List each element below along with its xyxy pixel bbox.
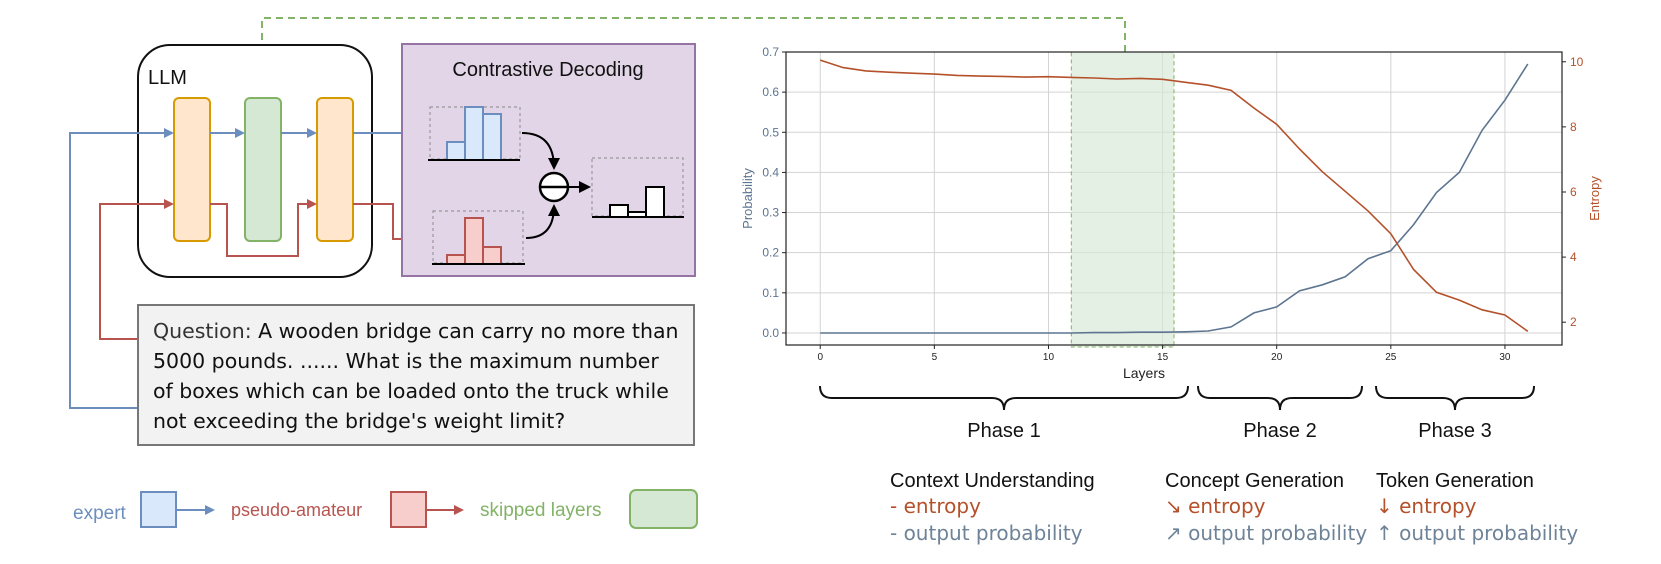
y-left-tick-label: 0.0	[762, 326, 779, 340]
x-tick-label: 20	[1271, 352, 1283, 363]
y-left-axis-label: Probability	[740, 168, 755, 229]
y-right-tick-label: 2	[1570, 315, 1577, 329]
amateur-bar	[482, 246, 502, 265]
x-tick-label: 25	[1385, 352, 1397, 363]
amateur-path-line	[99, 199, 174, 340]
plot-frame	[785, 51, 1563, 346]
phase-label: Phase 1	[967, 420, 1040, 442]
layer-analysis-chart: 0 5 10 15 20 25 30 0.0 0.1 0.2 0.3 0.4 0.5 0.6 0.7 2 4 6 8…	[740, 45, 1602, 545]
phase-title: Token Generation	[1376, 470, 1534, 492]
y-left-tick-label: 0.1	[762, 286, 779, 300]
y-right-tick-label: 4	[1570, 250, 1577, 264]
legend-expert-label: expert	[73, 503, 127, 524]
x-tick-label: 10	[1043, 352, 1055, 363]
legend-skipped-swatch	[629, 489, 698, 529]
phase-brace	[1375, 385, 1535, 411]
series-line-probability	[820, 63, 1529, 334]
phase-entropy-trend: - entropy	[890, 494, 981, 518]
y-left-tick-label: 0.7	[762, 45, 779, 59]
question-label: Question:	[153, 319, 252, 343]
skipped-layer-block	[244, 97, 282, 242]
expert-to-minus-arrow	[521, 132, 560, 170]
layer-block-1	[173, 97, 211, 242]
legend-expert-swatch	[140, 491, 177, 528]
y-left-tick-label: 0.6	[762, 85, 779, 99]
phase-title: Concept Generation	[1165, 470, 1344, 492]
phase-entropy-trend: ↘ entropy	[1165, 494, 1266, 518]
skipped-layers-region	[1070, 51, 1175, 348]
phase-brace	[819, 385, 1189, 411]
contrastive-decoding-title: Contrastive Decoding	[452, 59, 643, 81]
phase-brace	[1197, 385, 1363, 411]
amateur-bar	[446, 254, 466, 265]
y-right-tick-label: 6	[1570, 185, 1577, 199]
result-bar	[609, 204, 629, 218]
y-left-tick-label: 0.5	[762, 125, 779, 139]
y-right-axis-label: Entropy	[1587, 176, 1602, 221]
x-tick-label: 15	[1157, 352, 1169, 363]
phase-probability-trend: - output probability	[890, 521, 1083, 545]
y-left-tick-label: 0.2	[762, 246, 779, 260]
expert-bar	[464, 106, 484, 161]
expert-bar	[482, 113, 502, 161]
legend-amateur-swatch	[390, 491, 427, 528]
x-tick-label: 30	[1499, 352, 1511, 363]
x-axis-label: Layers	[1123, 365, 1165, 381]
expert-bar	[446, 141, 466, 161]
amateur-bar	[464, 217, 484, 265]
question-text: A wooden bridge can carry no more than 5…	[153, 319, 679, 433]
phase-probability-trend: ↑ output probability	[1376, 521, 1578, 545]
question-box: Question: A wooden bridge can carry no m…	[137, 304, 695, 446]
y-left-tick-label: 0.4	[762, 165, 779, 179]
x-tick-label: 0	[817, 352, 823, 363]
phase-entropy-trend: ↓ entropy	[1376, 494, 1477, 518]
y-right-tick-label: 10	[1570, 55, 1584, 69]
phase-probability-trend: ↗ output probability	[1165, 521, 1367, 545]
phase-label: Phase 2	[1243, 420, 1316, 442]
phase-label: Phase 3	[1418, 420, 1491, 442]
y-right-tick-label: 8	[1570, 120, 1577, 134]
y-left-tick-label: 0.3	[762, 206, 779, 220]
legend-amateur-label: pseudo-amateur	[231, 500, 362, 520]
amateur-skip-line	[210, 199, 317, 257]
layer-block-3	[316, 97, 354, 242]
phase-title: Context Understanding	[890, 470, 1095, 492]
x-tick-label: 5	[932, 352, 938, 363]
legend-skipped-label: skipped layers	[480, 500, 601, 521]
amateur-to-minus-arrow	[525, 204, 560, 239]
expert-path-line	[69, 128, 174, 409]
llm-label: LLM	[148, 67, 187, 89]
result-bar	[645, 186, 665, 218]
series-line-entropy	[819, 59, 1529, 332]
